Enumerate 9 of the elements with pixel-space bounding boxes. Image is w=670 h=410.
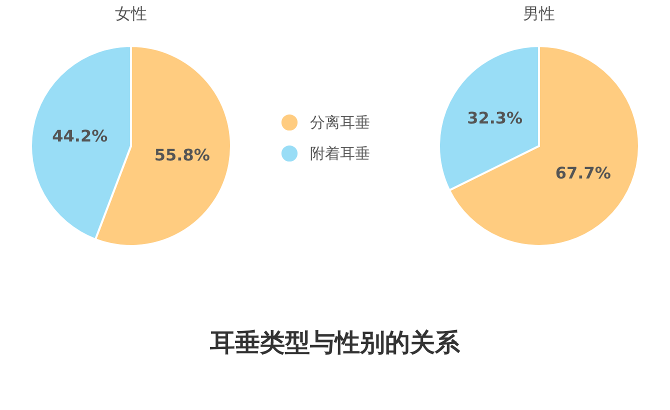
data-label: 32.3%: [467, 108, 523, 128]
legend-label: 附着耳垂: [310, 144, 370, 162]
data-label: 67.7%: [555, 163, 611, 182]
data-label: 55.8%: [154, 145, 210, 164]
text: 耳垂类型与性别的关系: [209, 328, 461, 357]
chart-title: 男性: [523, 4, 555, 23]
legend-label: 分离耳垂: [310, 114, 370, 132]
chart-title: 女性: [115, 4, 147, 23]
data-label: 44.2%: [52, 126, 108, 146]
